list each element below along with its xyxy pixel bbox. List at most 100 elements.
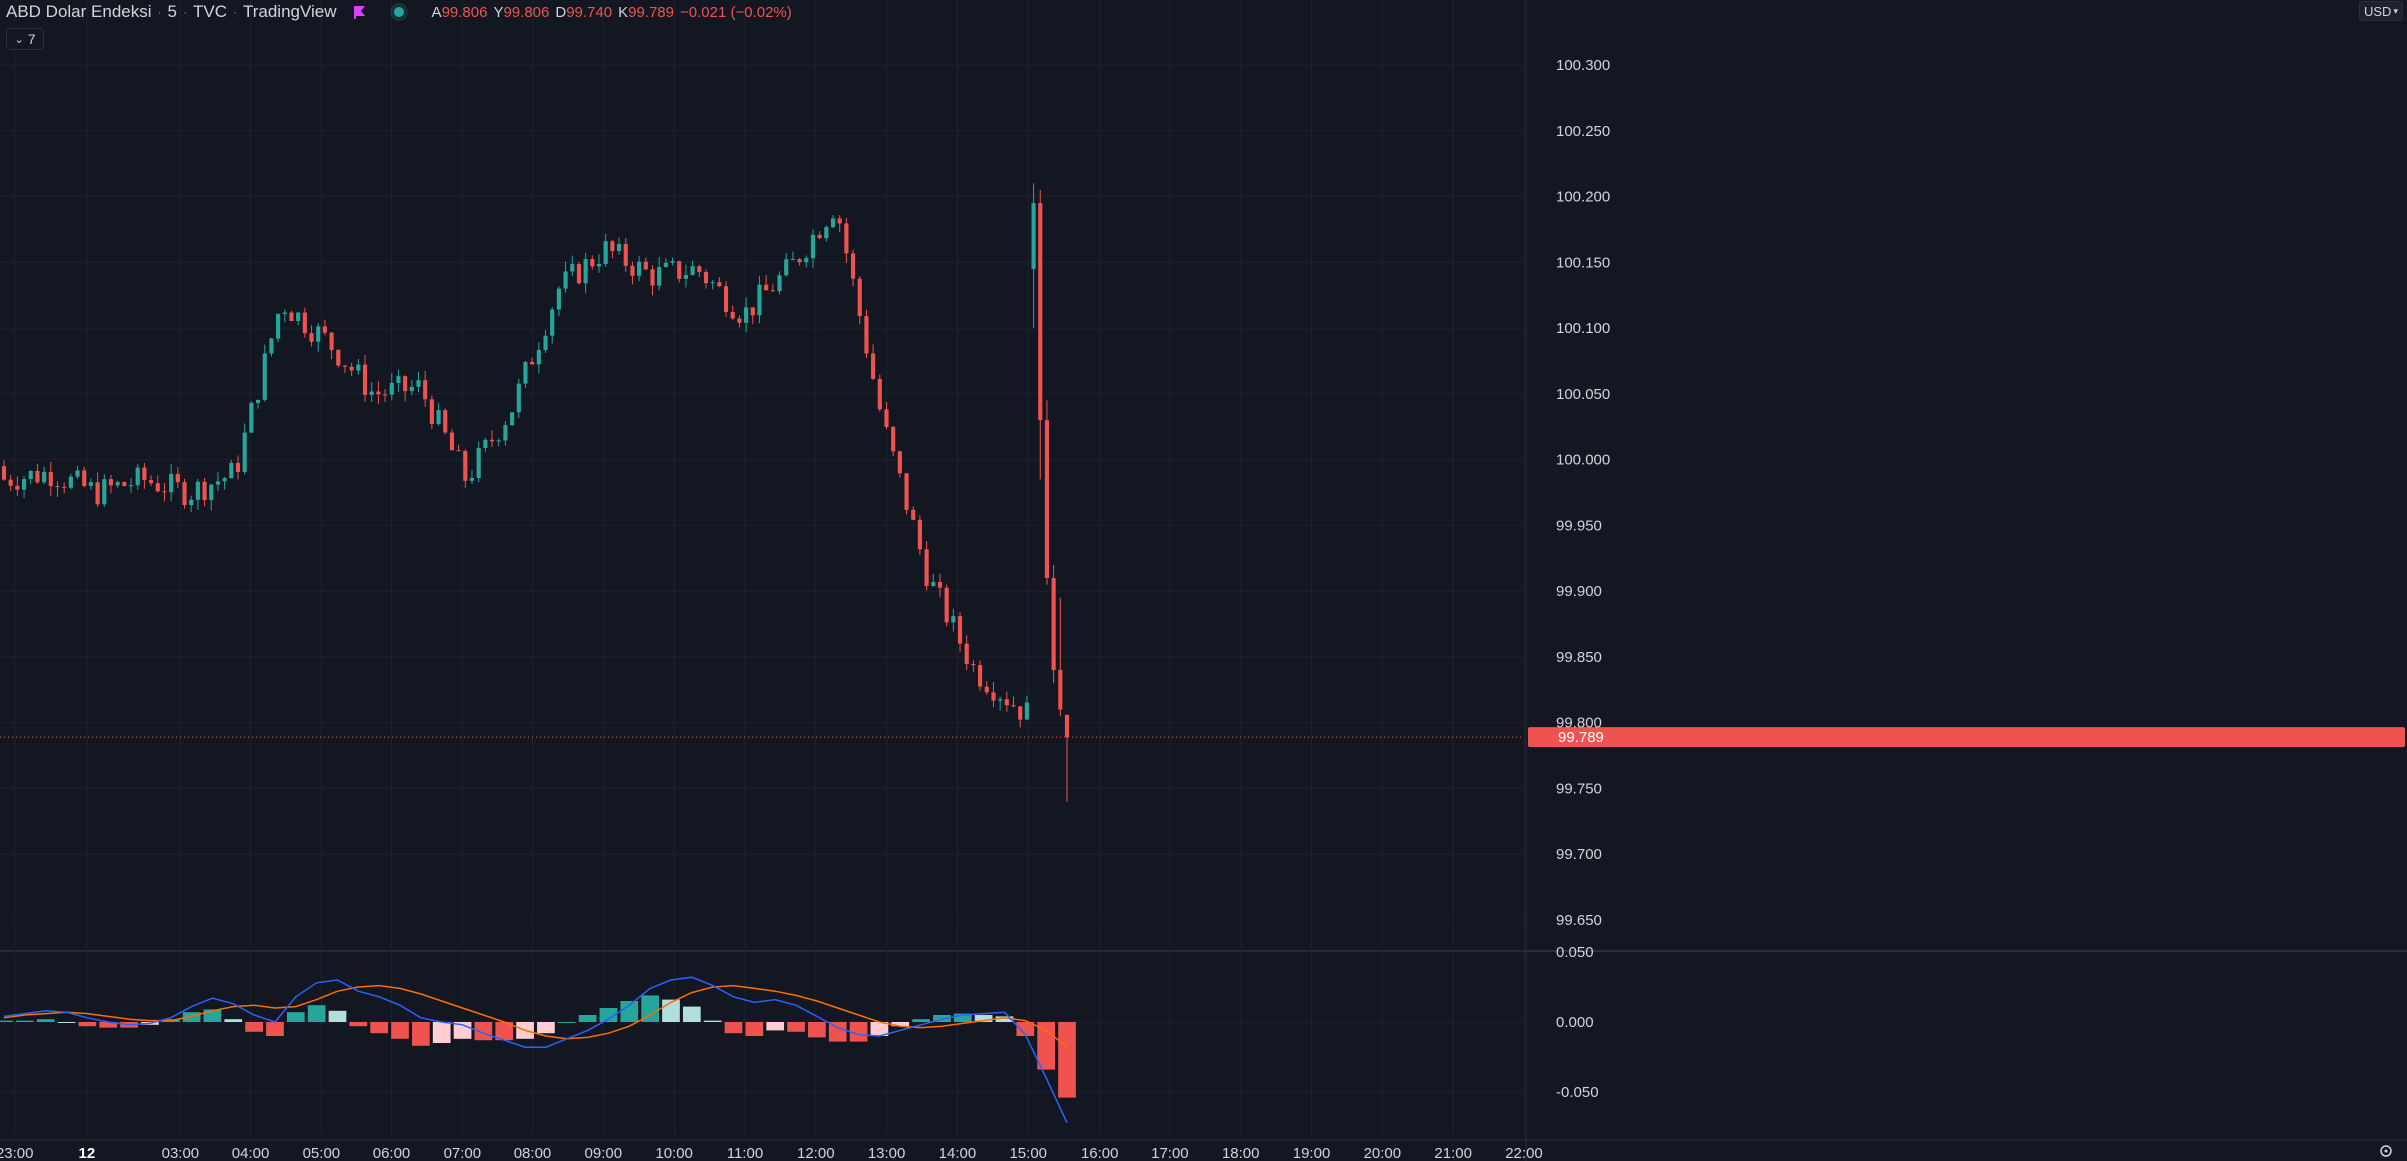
candle-up	[128, 485, 134, 487]
macd-histogram-bar	[724, 1022, 743, 1034]
candle-down	[576, 264, 582, 284]
candle-down	[322, 326, 327, 333]
indicators-toggle-button[interactable]: ⌄ 7	[6, 28, 44, 50]
candle-down	[764, 284, 769, 291]
candle-down	[750, 307, 755, 316]
symbol-name[interactable]: ABD Dolar Endeksi	[6, 2, 152, 21]
interval-label[interactable]: 5	[167, 2, 177, 21]
candle-down	[978, 665, 983, 687]
price-tick-label: 99.850	[1556, 649, 1602, 666]
chevron-down-icon: ⌄	[14, 33, 24, 46]
candle-up	[262, 353, 267, 400]
time-tick-label: 14:00	[939, 1145, 977, 1161]
candle-up	[951, 616, 956, 623]
candles	[1, 183, 1070, 802]
candle-up	[102, 479, 107, 505]
candle-down	[35, 470, 40, 483]
macd-tick-label: 0.000	[1556, 1014, 1594, 1031]
candle-up	[690, 266, 695, 275]
chevron-down-icon: ▾	[2393, 5, 2398, 16]
candle-down	[697, 266, 702, 272]
candle-up	[483, 439, 488, 448]
price-tick-label: 99.950	[1556, 517, 1602, 534]
candle-down	[717, 282, 722, 287]
candle-up	[1031, 203, 1036, 269]
price-tick-label: 100.300	[1556, 57, 1610, 74]
candle-up	[556, 288, 561, 310]
candle-up	[744, 307, 749, 323]
candle-down	[456, 450, 461, 452]
candle-up	[637, 261, 642, 276]
separator-dot: ·	[232, 5, 237, 19]
macd-histogram-bar	[1037, 1022, 1056, 1070]
price-axis: 100.300 100.250 100.200 100.150 100.100 100.0…	[1556, 57, 1610, 1101]
candle-down	[944, 587, 949, 623]
candle-up	[670, 261, 675, 263]
candle-up	[784, 259, 789, 276]
candle-down	[911, 509, 916, 520]
candle-down	[1, 466, 7, 480]
macd-histogram-bar	[0, 1020, 13, 1022]
time-tick-label: 07:00	[444, 1145, 482, 1161]
candle-down	[342, 365, 348, 367]
candle-up	[503, 425, 508, 441]
currency-button[interactable]: USD ▾	[2359, 1, 2403, 21]
close-label: K	[618, 3, 629, 21]
candle-down	[155, 483, 160, 492]
time-tick-label: 11:00	[727, 1145, 763, 1161]
settings-icon[interactable]	[2380, 1145, 2392, 1157]
time-tick-label: 06:00	[373, 1145, 411, 1161]
candle-up	[998, 699, 1003, 701]
market-status-icon[interactable]	[393, 7, 404, 17]
candle-up	[931, 582, 936, 587]
macd-histogram-bar	[245, 1022, 263, 1032]
candle-up	[282, 312, 287, 314]
open-label: A	[431, 3, 442, 21]
candle-down	[235, 462, 241, 473]
candle-down	[817, 234, 822, 239]
macd-histogram-bar	[495, 1022, 514, 1041]
candle-down	[289, 312, 294, 321]
candle-down	[309, 333, 314, 342]
candle-up	[496, 440, 501, 442]
candle-down	[1038, 203, 1043, 421]
candle-down	[336, 349, 341, 366]
time-tick-label: 21:00	[1434, 1145, 1472, 1161]
last-price-badge	[1528, 727, 2405, 748]
macd-histogram-bar	[620, 1001, 639, 1022]
candle-down	[877, 378, 882, 410]
candle-down	[964, 643, 969, 664]
flag-icon[interactable]	[353, 5, 366, 19]
candle-up	[242, 432, 247, 473]
candle-up	[276, 313, 281, 339]
price-tick-label: 100.000	[1556, 452, 1610, 469]
macd-histogram-bar	[391, 1022, 409, 1039]
candle-down	[850, 253, 856, 279]
last-price-line: 99.789	[0, 727, 2405, 748]
candle-up	[215, 481, 221, 485]
candle-down	[302, 312, 307, 334]
macd-line	[3, 976, 1068, 1124]
candle-up	[469, 477, 475, 481]
candle-up	[356, 364, 361, 371]
candle-down	[643, 261, 648, 270]
candle-up	[824, 227, 829, 239]
macd-histogram-bar	[328, 1010, 347, 1022]
candle-up	[169, 473, 174, 493]
candle-up	[75, 470, 80, 477]
time-tick-label: 18:00	[1222, 1145, 1260, 1161]
macd-histogram-bar	[641, 995, 659, 1022]
time-tick-label: 12:00	[797, 1145, 835, 1161]
candle-down	[1011, 705, 1016, 707]
candle-up	[21, 479, 27, 490]
macd-histogram-bar	[578, 1015, 597, 1022]
candle-down	[449, 432, 455, 451]
candle-down	[142, 467, 147, 480]
high-label: Y	[493, 3, 504, 21]
price-tick-label: 100.200	[1556, 189, 1610, 206]
candle-down	[837, 218, 842, 224]
time-tick-label: 15:00	[1009, 1145, 1047, 1161]
candle-down	[1058, 670, 1063, 710]
macd-histogram-bar	[432, 1022, 451, 1043]
